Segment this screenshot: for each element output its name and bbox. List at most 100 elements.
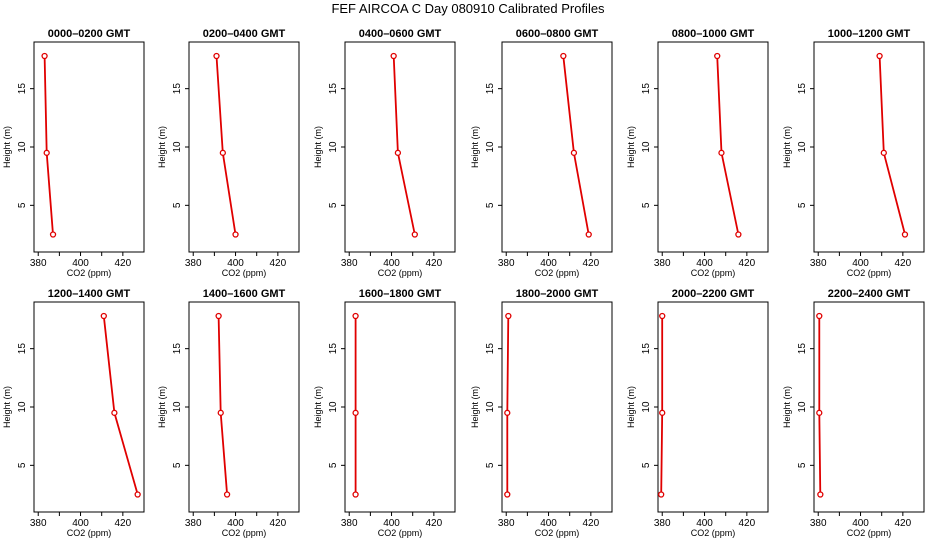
profile-line xyxy=(392,55,416,235)
profile-line xyxy=(818,316,822,495)
y-tick-label: 15 xyxy=(797,343,808,355)
panel-title: 1000–1200 GMT xyxy=(828,28,911,40)
y-axis-label: Height (m) xyxy=(470,126,480,168)
x-tick-label: 380 xyxy=(810,518,827,529)
y-tick-label: 10 xyxy=(172,141,183,153)
panel-title: 1200–1400 GMT xyxy=(48,288,131,300)
data-point xyxy=(876,52,883,60)
x-tick-label: 380 xyxy=(185,518,202,529)
y-tick-label: 15 xyxy=(328,83,339,95)
y-axis-label: Height (m) xyxy=(2,386,12,428)
data-point xyxy=(43,149,50,156)
x-tick-label: 400 xyxy=(227,258,244,269)
data-point xyxy=(817,491,824,498)
x-tick-label: 380 xyxy=(654,258,671,269)
plot-frame xyxy=(188,41,300,253)
data-point xyxy=(213,52,220,60)
data-point xyxy=(232,231,239,238)
y-tick-label: 15 xyxy=(172,83,183,95)
data-point xyxy=(504,409,511,416)
panel-title: 0600–0800 GMT xyxy=(516,28,599,40)
plot-frame xyxy=(501,41,613,253)
x-tick-label: 400 xyxy=(852,518,869,529)
x-tick-label: 420 xyxy=(426,258,443,269)
panel-title: 2000–2200 GMT xyxy=(672,288,755,300)
x-tick-label: 420 xyxy=(739,258,756,269)
x-tick-label: 380 xyxy=(810,258,827,269)
profile-line xyxy=(660,316,664,495)
x-axis-label: CO2 (ppm) xyxy=(67,528,112,538)
x-tick-label: 380 xyxy=(498,518,515,529)
x-tick-label: 380 xyxy=(341,518,358,529)
panel-title: 1600–1800 GMT xyxy=(359,288,442,300)
x-tick-label: 400 xyxy=(696,518,713,529)
x-tick-label: 420 xyxy=(115,258,132,269)
y-tick-label: 5 xyxy=(641,202,652,208)
profile-line xyxy=(102,315,139,495)
data-point xyxy=(223,491,231,498)
data-point xyxy=(585,231,592,238)
plot-frame xyxy=(344,301,456,513)
x-tick-label: 380 xyxy=(185,258,202,269)
data-point xyxy=(901,231,909,238)
y-axis-label: Height (m) xyxy=(157,126,167,168)
x-tick-label: 380 xyxy=(654,518,671,529)
x-tick-label: 400 xyxy=(383,518,400,529)
y-tick-label: 15 xyxy=(17,343,28,355)
y-tick-label: 15 xyxy=(485,83,496,95)
data-point xyxy=(659,409,666,416)
data-point xyxy=(714,52,721,60)
x-tick-label: 380 xyxy=(30,258,47,269)
x-tick-label: 380 xyxy=(498,258,515,269)
y-tick-label: 10 xyxy=(328,141,339,153)
data-point xyxy=(735,231,742,238)
x-axis-label: CO2 (ppm) xyxy=(378,528,423,538)
x-axis-label: CO2 (ppm) xyxy=(847,528,892,538)
data-point xyxy=(505,312,512,320)
data-point xyxy=(352,312,359,320)
data-point xyxy=(718,149,725,156)
x-axis-label: CO2 (ppm) xyxy=(535,528,580,538)
data-point xyxy=(219,149,226,156)
data-point xyxy=(816,312,823,320)
panel-title: 1400–1600 GMT xyxy=(203,288,286,300)
y-tick-label: 10 xyxy=(485,141,496,153)
y-axis-label: Height (m) xyxy=(313,386,323,428)
profile-line xyxy=(506,315,510,495)
profile-line xyxy=(878,55,906,235)
x-tick-label: 420 xyxy=(895,518,912,529)
x-axis-label: CO2 (ppm) xyxy=(691,528,736,538)
profile-line xyxy=(716,55,740,235)
figure-title: FEF AIRCOA C Day 080910 Calibrated Profi… xyxy=(331,1,605,16)
x-tick-label: 400 xyxy=(540,518,557,529)
plot-frame xyxy=(33,41,145,253)
x-tick-label: 420 xyxy=(739,518,756,529)
y-axis-label: Height (m) xyxy=(157,386,167,428)
y-tick-label: 10 xyxy=(797,141,808,153)
plot-frame xyxy=(813,41,925,253)
y-tick-label: 5 xyxy=(172,202,183,208)
y-tick-label: 15 xyxy=(328,343,339,355)
data-point xyxy=(658,491,665,498)
data-point xyxy=(880,149,887,156)
y-tick-label: 5 xyxy=(641,462,652,468)
x-tick-label: 400 xyxy=(852,258,869,269)
y-tick-label: 15 xyxy=(797,83,808,95)
y-tick-label: 15 xyxy=(17,83,28,95)
plot-frame xyxy=(501,301,613,513)
data-point xyxy=(504,491,511,498)
x-tick-label: 420 xyxy=(115,518,132,529)
profile-line xyxy=(215,55,237,235)
x-tick-label: 420 xyxy=(895,258,912,269)
y-tick-label: 10 xyxy=(328,401,339,413)
profile-line xyxy=(217,315,228,495)
data-point xyxy=(41,52,48,60)
panel-title: 0800–1000 GMT xyxy=(672,28,755,40)
y-tick-label: 10 xyxy=(172,401,183,413)
